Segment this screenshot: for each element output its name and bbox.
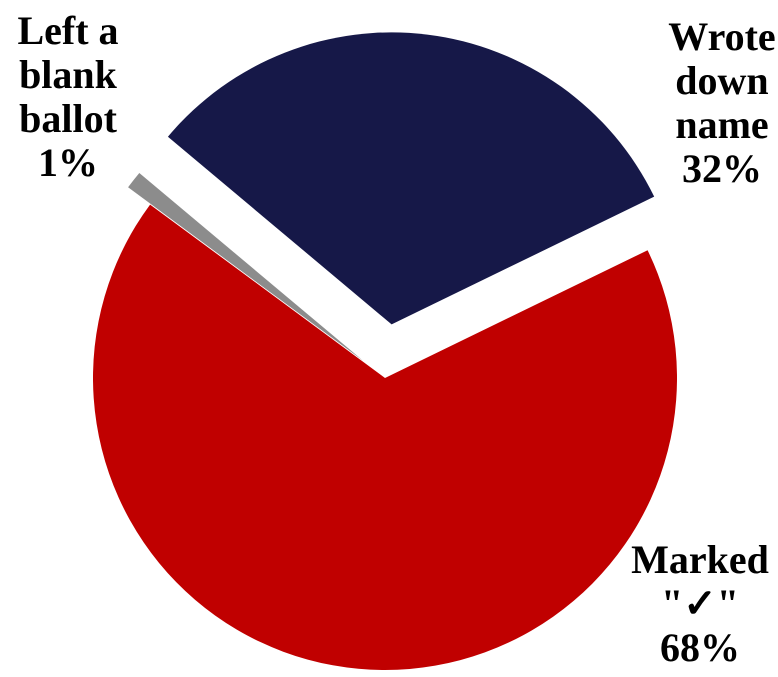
pie-slice-marked xyxy=(93,204,678,671)
slice-name-line: Wrote xyxy=(668,14,775,59)
pie-slice-left-a xyxy=(128,172,363,361)
slice-name-line: name xyxy=(675,102,768,147)
slice-name-line: ballot xyxy=(19,96,117,141)
slice-name-line: Marked xyxy=(631,537,769,582)
pie-slices xyxy=(93,32,678,671)
slice-label-left-a: Left a blank ballot 1% xyxy=(17,8,118,185)
slice-value-label: 1% xyxy=(38,140,98,185)
pie-slice-wrote xyxy=(167,32,655,325)
slice-value-label: 32% xyxy=(682,146,762,191)
slice-name-line: Left a xyxy=(17,8,118,53)
slice-name-line: blank xyxy=(19,52,118,97)
slice-value-label: 68% xyxy=(660,625,740,670)
slice-label-marked: Marked "✓" 68% xyxy=(631,537,769,670)
pie-labels: Wrote down name 32% Marked "✓" 68% Left a blank b… xyxy=(17,8,775,670)
slice-label-wrote: Wrote down name 32% xyxy=(668,14,775,191)
slice-name-line: down xyxy=(675,58,768,103)
slice-name-line: "✓" xyxy=(661,581,739,626)
